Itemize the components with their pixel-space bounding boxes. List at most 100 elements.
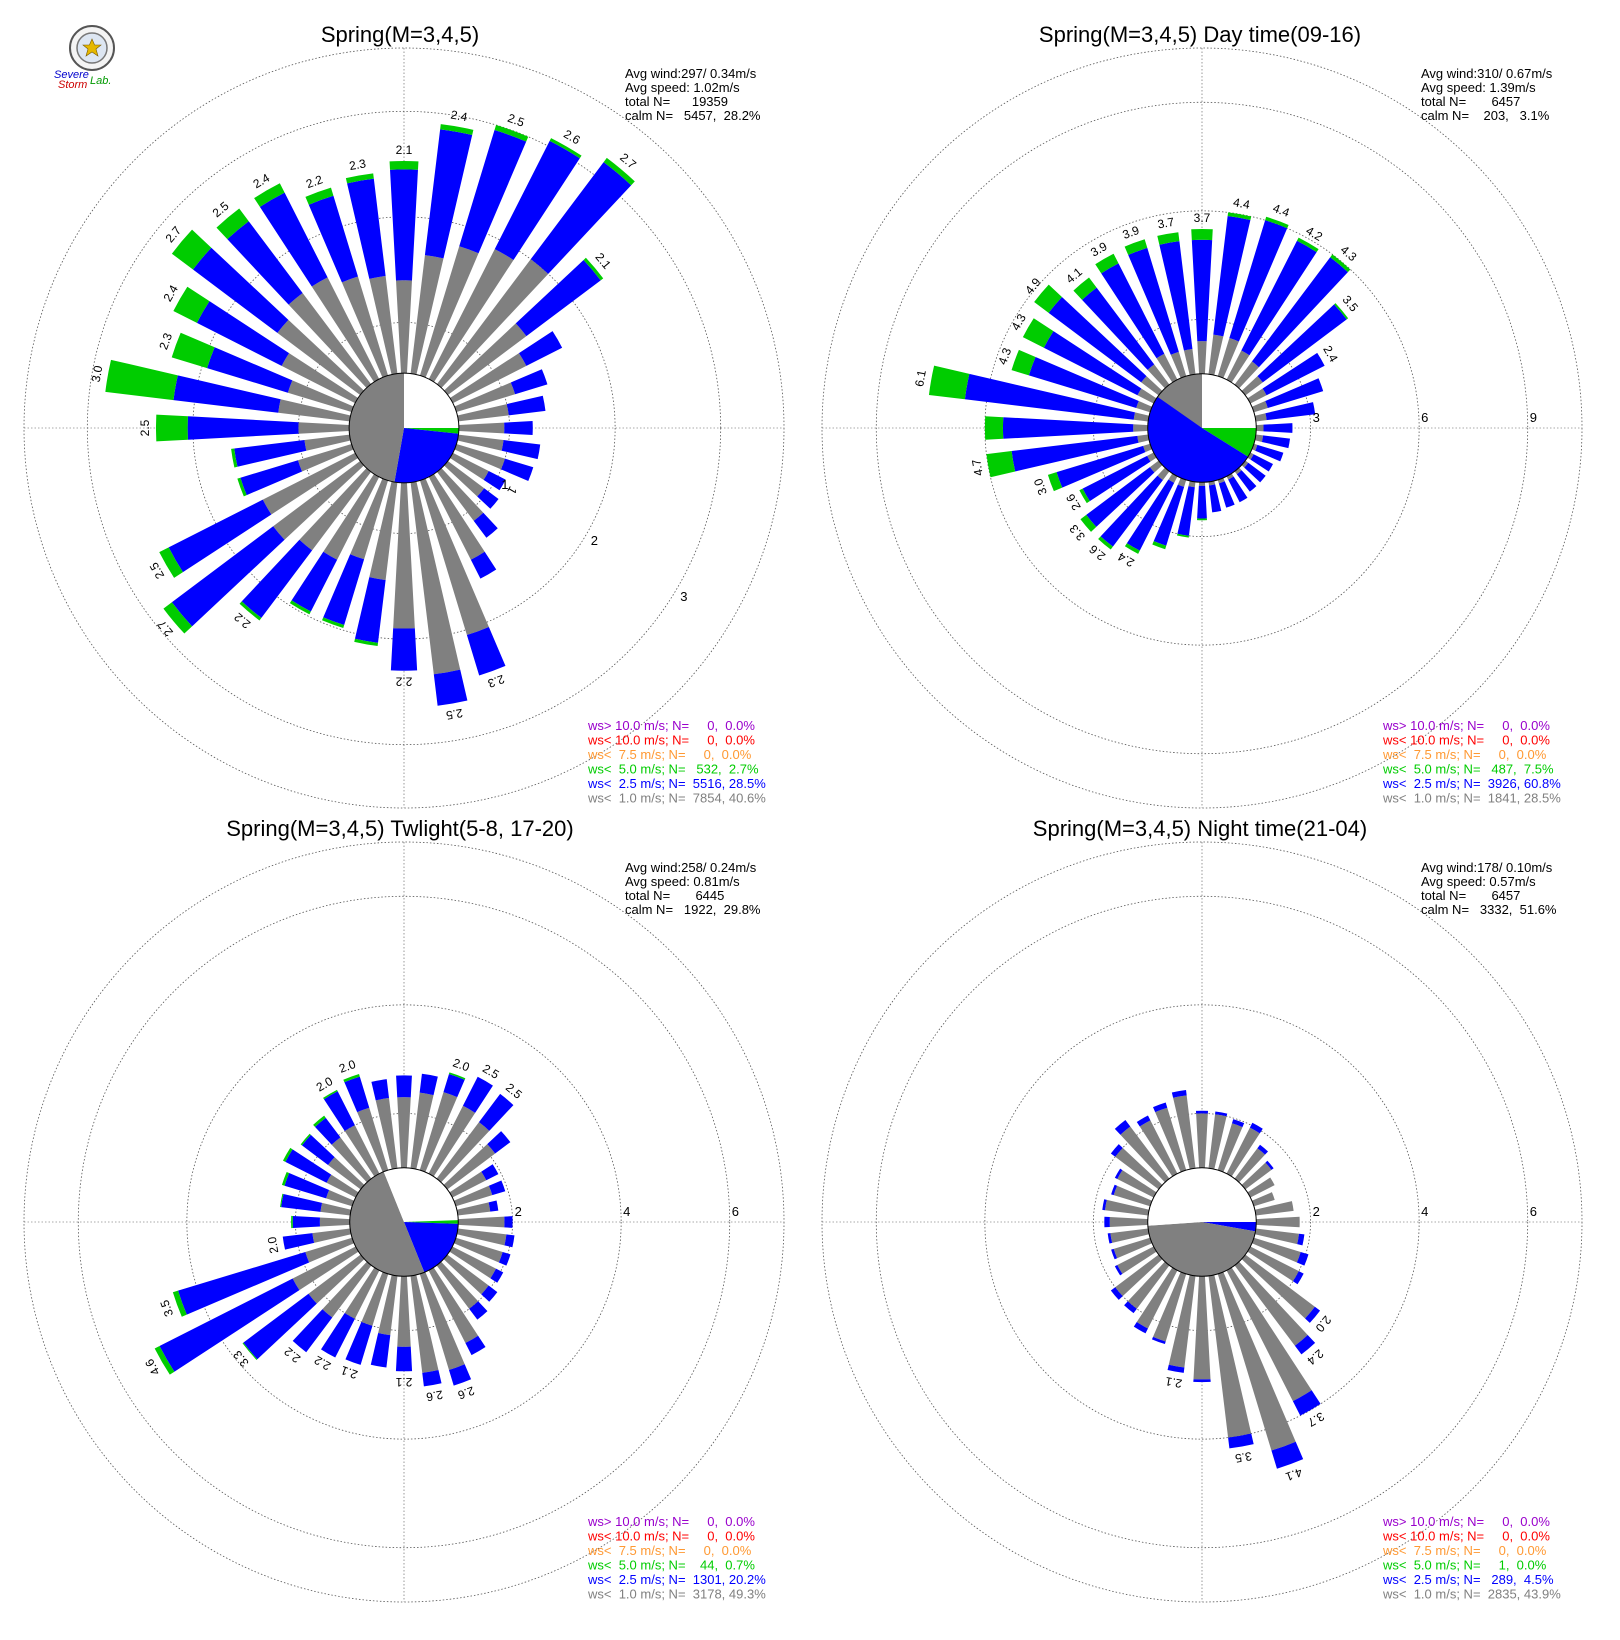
ring-label: 6	[1421, 410, 1428, 425]
sector-bar-ws-lt-1	[1155, 1107, 1187, 1173]
sector-bar-ws-lt-2-5	[465, 1335, 486, 1356]
sector-bar-ws-lt-2-5	[1111, 1248, 1118, 1260]
legend-ws-gt-10: ws> 10.0 m/s; N= 0, 0.0%	[1382, 1514, 1550, 1529]
sector-bar-ws-lt-2-5	[292, 1215, 320, 1229]
sector-bar-ws-lt-2-5	[1265, 1160, 1274, 1170]
sector-bar-ws-lt-1	[449, 1246, 496, 1279]
sector-value-label: 4.4	[1271, 201, 1292, 220]
sector-bar-ws-lt-2-5	[1305, 1306, 1321, 1323]
sector-bar-ws-lt-5	[313, 1115, 326, 1127]
sector-value-label: 4.1	[1283, 1465, 1304, 1484]
sector-bar-ws-lt-1	[305, 1237, 355, 1263]
sector-bar-ws-lt-1	[1133, 412, 1150, 422]
sector-bar-ws-lt-5	[1079, 488, 1090, 504]
ring-label: 9	[1530, 410, 1537, 425]
sector-bar-ws-lt-5	[1157, 232, 1180, 245]
sector-value-label: 2.0	[265, 1235, 282, 1254]
sector-bar-ws-lt-1	[1241, 460, 1249, 468]
sector-bar-ws-lt-1	[436, 468, 484, 521]
logo-text-storm: Storm	[58, 79, 87, 91]
sector-value-label: 3.5	[1234, 1449, 1253, 1466]
sector-bar-ws-lt-2-5	[1265, 378, 1324, 409]
sector-bar-ws-lt-1	[1251, 401, 1268, 413]
sector-bar-ws-lt-1	[281, 353, 359, 404]
sector-bar-ws-lt-2-5	[459, 130, 527, 254]
sector-bar-ws-lt-2-5	[243, 1293, 317, 1360]
stats-line: Avg speed: 1.02m/s	[625, 80, 740, 95]
sector-bar-ws-lt-2-5	[1124, 1301, 1137, 1314]
sector-bar-ws-lt-2-5	[1151, 1336, 1166, 1345]
sector-bar-ws-lt-5	[1124, 543, 1140, 554]
sector-bar-ws-lt-2-5	[1193, 1379, 1211, 1383]
sector-bar-ws-lt-5	[583, 257, 604, 281]
sector-bar-ws-lt-2-5	[1114, 1168, 1123, 1180]
calm-pie-slice	[1202, 376, 1257, 428]
sector-bar-ws-lt-2-5	[501, 440, 541, 460]
sector-bar-ws-lt-2-5	[1133, 1322, 1148, 1334]
sector-bar-ws-lt-1	[410, 481, 461, 675]
sector-bar-ws-lt-1	[1208, 1114, 1227, 1170]
sector-bar-ws-lt-2-5	[1297, 1233, 1305, 1246]
sector-bar-ws-lt-2-5	[1292, 1271, 1304, 1285]
sector-value-label: 2.1	[396, 143, 413, 157]
sector-bar-ws-lt-2-5	[483, 470, 506, 491]
panel-title: Spring(M=3,4,5) Day time(09-16)	[1039, 22, 1361, 47]
sector-value-label: 3.3	[230, 1348, 252, 1370]
sector-bar-ws-lt-1	[1120, 1126, 1170, 1183]
sector-value-label: 2.1	[1164, 1374, 1183, 1391]
sector-bar-ws-lt-5	[171, 332, 215, 369]
sector-bar-ws-lt-1	[369, 276, 398, 375]
sector-bar-ws-lt-5	[291, 1215, 293, 1229]
stats-line: total N= 19359	[625, 94, 728, 109]
sector-bar-ws-lt-5	[389, 160, 419, 170]
sector-bar-ws-lt-2-5	[314, 1117, 341, 1145]
sector-bar-ws-lt-1	[308, 1254, 365, 1304]
sector-bar-ws-lt-2-5	[1265, 402, 1316, 421]
sector-bar-ws-lt-2-5	[1107, 1233, 1113, 1244]
sector-bar-ws-lt-1	[1117, 1170, 1157, 1198]
sector-bar-ws-lt-5	[300, 1133, 311, 1146]
sector-bar-ws-lt-2-5	[1215, 1111, 1228, 1117]
sector-bar-ws-lt-1	[436, 1122, 490, 1183]
legend-ws-lt-5: ws< 5.0 m/s; N= 487, 7.5%	[1382, 762, 1554, 777]
sector-bar-ws-lt-1	[1217, 1271, 1296, 1451]
sector-bar-ws-lt-1	[369, 481, 398, 580]
sector-bar-ws-lt-1	[456, 1228, 507, 1246]
sector-bar-ws-lt-2-5	[1028, 357, 1139, 409]
sector-bar-ws-lt-5	[345, 173, 374, 184]
sector-bar-ws-lt-1	[1173, 1095, 1196, 1170]
sector-bar-ws-lt-2-5	[1241, 240, 1317, 356]
sector-value-label: 2.2	[312, 1353, 334, 1374]
sector-bar-ws-lt-2-5	[504, 1216, 513, 1228]
ring-label: 2	[591, 533, 598, 548]
sector-bar-ws-lt-2-5	[1128, 247, 1179, 355]
ring-label: 2	[515, 1204, 522, 1219]
sector-bar-ws-lt-1	[1247, 1177, 1275, 1198]
sector-bar-ws-lt-2-5	[530, 162, 632, 274]
sector-bar-ws-lt-5	[1047, 472, 1063, 492]
windrose-panel-spring: 2.1 2.4 2.5 2.6 2.7 2.1 1 2.3 2.5 2.2 2.2 2.7 2.5 2.5…	[23, 22, 785, 809]
sector-bar-ws-lt-5	[173, 286, 210, 323]
calm-pie-slice	[383, 1167, 404, 1222]
sector-value-label: 4.2	[1303, 223, 1325, 244]
sector-bar-ws-lt-1	[1147, 364, 1170, 389]
sector-bar-ws-lt-5	[448, 1072, 466, 1080]
windrose-panel-night-time: 2.0 2.4 3.7 4.1 3.5 2.1 2 4 6 Spring(M=3,4,5) Nig…	[821, 816, 1583, 1603]
legend-ws-lt-5: ws< 5.0 m/s; N= 44, 0.7%	[587, 1558, 755, 1573]
sector-bar-ws-lt-1	[273, 460, 364, 540]
sector-bar-ws-lt-1	[419, 246, 479, 378]
sector-bar-ws-lt-1	[1241, 1254, 1315, 1319]
sector-bar-ws-lt-5	[159, 547, 183, 578]
stats-line: total N= 6457	[1421, 888, 1520, 903]
sector-bar-ws-lt-2-5	[178, 1251, 310, 1315]
sector-bar-ws-lt-1	[292, 1246, 359, 1291]
sector-bar-ws-lt-1	[298, 422, 350, 434]
sector-bar-ws-lt-2-5	[1296, 1251, 1309, 1266]
sector-value-label: 3.0	[1031, 476, 1050, 497]
grid-ring	[77, 895, 731, 1549]
sector-bar-ws-lt-5	[1330, 254, 1351, 273]
sector-bar-ws-lt-1	[297, 443, 354, 472]
stats-line: calm N= 5457, 28.2%	[625, 108, 761, 123]
sector-bar-ws-lt-2-5	[1110, 1144, 1123, 1157]
sector-bar-ws-lt-1	[1153, 1271, 1187, 1342]
